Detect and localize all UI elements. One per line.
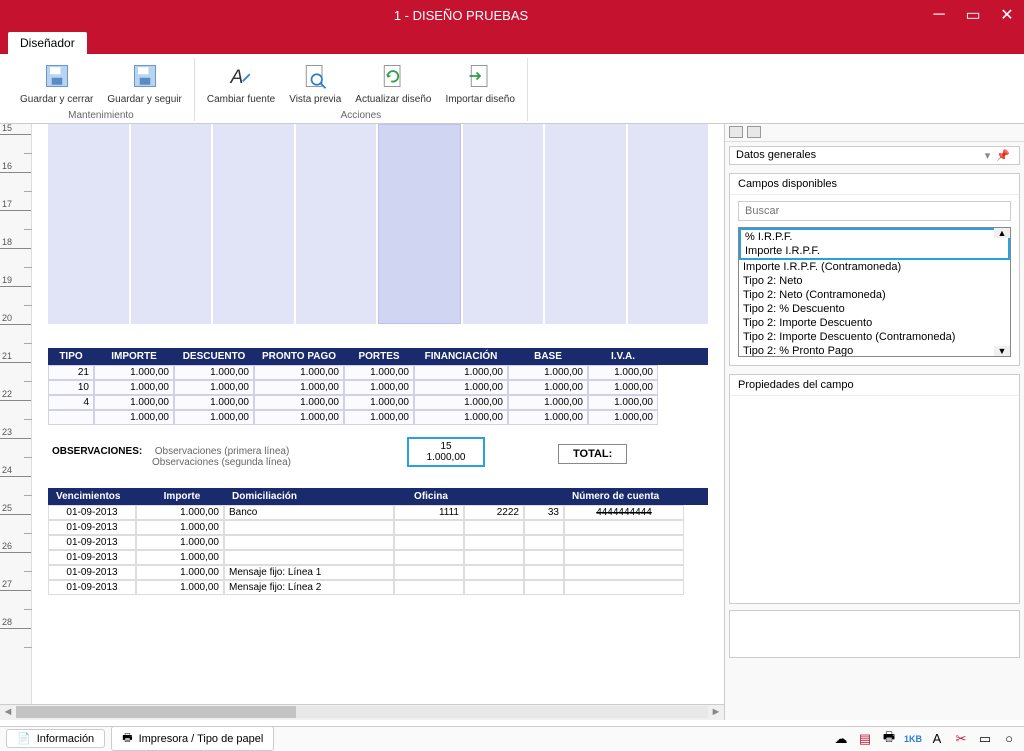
- bottom-panel: [729, 610, 1020, 658]
- selected-field[interactable]: 151.000,00: [407, 437, 485, 467]
- group-title-acciones: Acciones: [341, 110, 382, 121]
- statusbar: 📄Información 🖶Impresora / Tipo de papel …: [0, 726, 1024, 750]
- field-item[interactable]: Importe I.R.P.F.: [741, 244, 1008, 258]
- payments-table[interactable]: Vencimientos Importe Domiciliación Ofici…: [48, 488, 708, 595]
- cloud-icon[interactable]: ☁: [832, 731, 850, 747]
- preview-icon: [299, 60, 331, 92]
- close-button[interactable]: ✕: [990, 0, 1024, 30]
- totals-table[interactable]: TIPOIMPORTEDESCUENTOPRONTO PAGOPORTESFIN…: [48, 348, 708, 425]
- field-item[interactable]: Tipo 2: Importe Descuento (Contramoneda): [739, 330, 1010, 344]
- print-icon[interactable]: 🖶: [880, 731, 898, 747]
- side-toolbar[interactable]: [725, 124, 1024, 142]
- save-continue-button[interactable]: Guardar y seguir: [101, 58, 187, 108]
- available-fields-title: Campos disponibles: [730, 174, 1019, 195]
- printer-button[interactable]: 🖶Impresora / Tipo de papel: [111, 726, 274, 751]
- circle-icon[interactable]: ○: [1000, 731, 1018, 747]
- printer-icon: 🖶: [122, 729, 132, 748]
- search-input[interactable]: [738, 201, 1011, 221]
- field-item[interactable]: Tipo 2: Neto (Contramoneda): [739, 288, 1010, 302]
- rect-icon[interactable]: ▭: [976, 731, 994, 747]
- font-icon: A: [225, 60, 257, 92]
- size-icon[interactable]: 1KB: [904, 731, 922, 747]
- save-icon: [129, 60, 161, 92]
- field-item[interactable]: Tipo 2: Importe Descuento: [739, 316, 1010, 330]
- minimize-button[interactable]: ─: [922, 0, 956, 30]
- preview-button[interactable]: Vista previa: [283, 58, 347, 108]
- window-title: 1 - DISEÑO PRUEBAS: [0, 8, 922, 23]
- maximize-button[interactable]: ▭: [956, 0, 990, 30]
- column-bands[interactable]: [48, 124, 708, 324]
- save-close-icon: [41, 60, 73, 92]
- vertical-ruler: 1516171819202122232425262728: [0, 124, 32, 704]
- field-item[interactable]: Tipo 2: % Pronto Pago: [739, 344, 1010, 357]
- info-button[interactable]: 📄Información: [6, 729, 105, 748]
- group-title-mantenimiento: Mantenimiento: [68, 110, 134, 121]
- field-item[interactable]: Tipo 2: % Descuento: [739, 302, 1010, 316]
- refresh-design-button[interactable]: Actualizar diseño: [349, 58, 437, 108]
- save-close-button[interactable]: Guardar y cerrar: [14, 58, 99, 108]
- ribbon: Guardar y cerrar Guardar y seguir Manten…: [0, 54, 1024, 124]
- status-icons: ☁ ▤ 🖶 1KB A ✂ ▭ ○: [832, 731, 1018, 747]
- total-label: TOTAL:: [558, 444, 627, 464]
- svg-text:A: A: [230, 67, 244, 88]
- ribbon-tabs: Diseñador: [0, 30, 1024, 54]
- font-small-icon[interactable]: A: [928, 731, 946, 747]
- side-panel: Datos generales▾📌 Campos disponibles ▲▼ …: [724, 124, 1024, 720]
- refresh-icon: [377, 60, 409, 92]
- design-canvas[interactable]: TIPOIMPORTEDESCUENTOPRONTO PAGOPORTESFIN…: [32, 124, 724, 704]
- field-item[interactable]: Tipo 2: Neto: [739, 274, 1010, 288]
- field-item[interactable]: % I.R.P.F.: [741, 230, 1008, 244]
- field-item[interactable]: Importe I.R.P.F. (Contramoneda): [739, 260, 1010, 274]
- info-icon: 📄: [17, 732, 31, 745]
- field-list[interactable]: ▲▼ % I.R.P.F.Importe I.R.P.F.Importe I.R…: [738, 227, 1011, 357]
- observations: OBSERVACIONES: Observaciones (primera lí…: [52, 446, 291, 468]
- import-icon: [464, 60, 496, 92]
- field-props-title: Propiedades del campo: [730, 375, 1019, 396]
- change-font-button[interactable]: A Cambiar fuente: [201, 58, 281, 108]
- cut-icon[interactable]: ✂: [952, 731, 970, 747]
- tab-designer[interactable]: Diseñador: [8, 32, 87, 54]
- doc-icon[interactable]: ▤: [856, 731, 874, 747]
- horizontal-scrollbar[interactable]: ◄►: [0, 704, 724, 720]
- datasource-dropdown[interactable]: Datos generales▾📌: [729, 146, 1020, 165]
- titlebar: 1 - DISEÑO PRUEBAS ─ ▭ ✕: [0, 0, 1024, 30]
- import-design-button[interactable]: Importar diseño: [439, 58, 520, 108]
